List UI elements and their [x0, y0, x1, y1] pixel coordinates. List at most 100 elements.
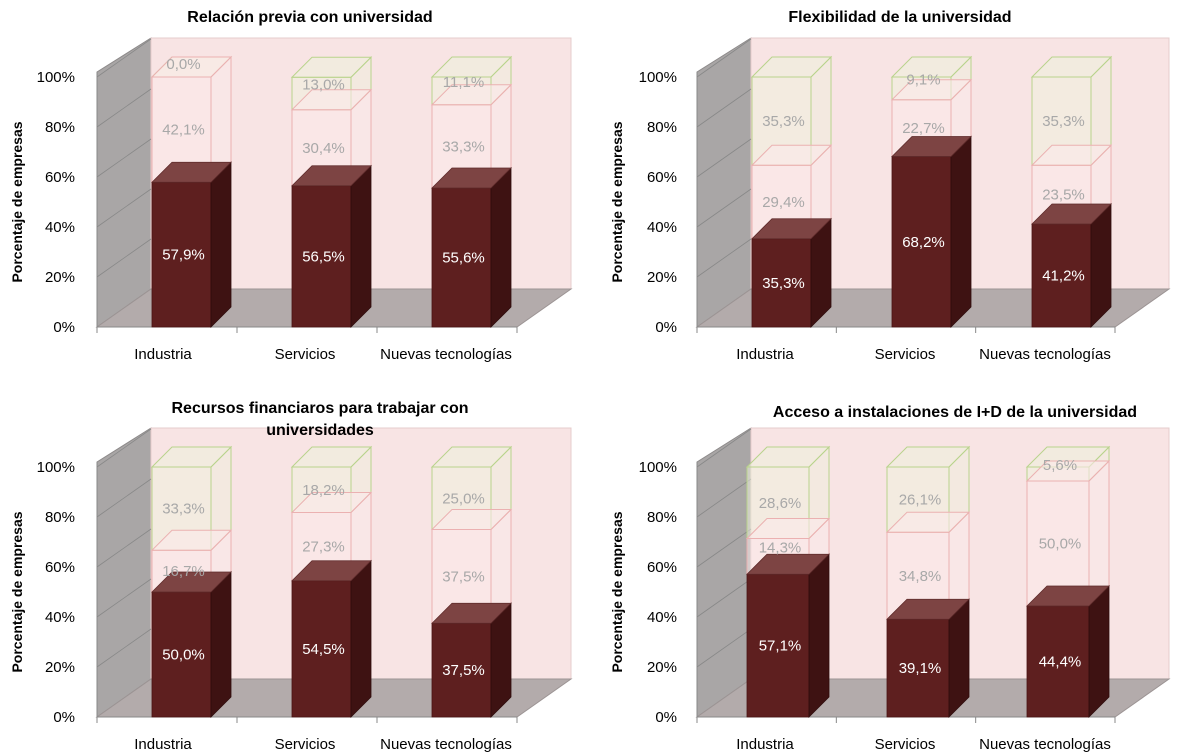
bar-segment-top [151, 161, 232, 183]
bar-stack-2: 56,5% 30,4% 13,0% [290, 56, 373, 328]
y-axis-label: Porcentaje de empresas [609, 121, 625, 282]
data-label: 57,1% [759, 638, 802, 655]
gridline [96, 238, 152, 278]
x-category-label: Nuevas tecnologías [979, 736, 1111, 753]
y-tick-label: 40% [45, 609, 75, 626]
bar-segment-top [891, 136, 972, 157]
data-label: 33,3% [442, 138, 485, 155]
y-tick-label: 100% [639, 69, 677, 86]
data-label: 25,0% [442, 490, 485, 507]
data-label: 42,1% [162, 122, 205, 139]
bar-segment-top [291, 165, 372, 187]
bar-segment-front [886, 618, 950, 718]
bar-stack-1: 57,1% 14,3% 28,6% [745, 445, 831, 718]
bar-segment-top [430, 509, 513, 530]
bar-segment-side [350, 164, 372, 328]
side-wall [696, 37, 752, 328]
y-tick-label: 60% [647, 169, 677, 186]
bar-segment-top [1026, 585, 1110, 607]
data-label: 29,4% [762, 194, 805, 211]
y-tick-label: 20% [647, 269, 677, 286]
bar-segment-top [1025, 460, 1111, 482]
gridline [696, 138, 752, 178]
y-tick-label: 40% [647, 219, 677, 236]
bar-segment-top [1031, 203, 1112, 225]
gridline [696, 428, 752, 468]
side-wall [696, 427, 752, 718]
x-category-label: Servicios [275, 736, 336, 753]
x-category-label: Nuevas tecnologías [380, 346, 512, 363]
gridline [96, 628, 152, 668]
x-category-label: Servicios [875, 736, 936, 753]
data-label: 33,3% [162, 501, 205, 518]
y-tick-label: 40% [45, 219, 75, 236]
data-label: 14,3% [759, 539, 802, 556]
bar-segment-side [350, 559, 372, 718]
y-axis-label: Porcentaje de empresas [9, 121, 25, 282]
data-label: 50,0% [1039, 536, 1082, 553]
x-category-label: Industria [736, 736, 794, 753]
data-label: 39,1% [899, 660, 942, 677]
y-tick-label: 0% [53, 319, 75, 336]
bar-segment-top [430, 446, 513, 468]
y-tick-label: 80% [45, 119, 75, 136]
gridline [696, 578, 752, 618]
data-label: 18,2% [302, 482, 345, 499]
bar-segment-side [1088, 459, 1110, 608]
chart-panel-2: 0% 20% 40% 60% 80% 100% Porcentaje de empresas… [609, 9, 1171, 363]
bar-stack-1: 50,0% 16,7% 33,3% [150, 445, 233, 718]
data-label: 13,0% [302, 77, 345, 94]
y-tick-label: 0% [655, 709, 677, 726]
data-label: 23,5% [1042, 187, 1085, 204]
bar-segment-top [290, 89, 373, 111]
y-tick-label: 100% [37, 69, 75, 86]
x-category-label: Nuevas tecnologías [979, 346, 1111, 363]
bar-segment-top [746, 553, 830, 575]
data-label: 35,3% [1042, 113, 1085, 130]
bar-segment-top [890, 56, 973, 78]
bar-segment-top [150, 446, 233, 468]
y-tick-label: 40% [647, 609, 677, 626]
bar-segment-front [1026, 605, 1090, 718]
gridline [696, 238, 752, 278]
bar-segment-front [751, 238, 812, 328]
y-tick-label: 80% [45, 509, 75, 526]
bar-stack-2: 68,2% 22,7% 9,1% [890, 55, 973, 328]
data-label: 55,6% [442, 250, 485, 267]
bar-segment-side [808, 553, 830, 718]
bar-segment-side [210, 161, 232, 328]
x-category-label: Industria [134, 346, 192, 363]
chart-title-line: Recursos financiaros para trabajar con [172, 400, 469, 417]
y-tick-label: 0% [655, 319, 677, 336]
bar-segment-top [151, 571, 232, 593]
bar-segment-front [151, 591, 212, 718]
bar-stack-1: 35,3% 29,4% 35,3% [750, 55, 833, 328]
x-category-label: Nuevas tecnologías [380, 736, 512, 753]
bar-segment-top [885, 446, 971, 468]
y-tick-label: 20% [647, 659, 677, 676]
bar-stack-3: 55,6% 33,3% 11,1% [430, 55, 513, 328]
data-label: 34,8% [899, 568, 942, 585]
data-label: 50,0% [162, 647, 205, 664]
data-label: 37,5% [442, 662, 485, 679]
chart-title: Acceso a instalaciones de I+D de la univ… [773, 404, 1137, 421]
bar-segment-top [1030, 144, 1113, 166]
bar-segment-front [291, 580, 352, 718]
bar-segment-front [291, 185, 352, 328]
chart-title: Recursos financiaros para trabajar con un… [172, 400, 469, 439]
chart-title-line: universidades [266, 422, 374, 439]
gridline [96, 528, 152, 568]
y-tick-label: 80% [647, 509, 677, 526]
bar-segment-top [885, 511, 971, 533]
bar-segment-front [1026, 480, 1090, 607]
bar-segment-top [1030, 56, 1113, 78]
y-tick-label: 100% [37, 459, 75, 476]
data-label: 9,1% [906, 71, 940, 88]
bar-segment-side [490, 167, 512, 328]
bar-segment-top [150, 56, 233, 78]
data-label: 44,4% [1039, 654, 1082, 671]
bar-segment-top [150, 529, 233, 551]
bar-stack-3: 37,5% 37,5% 25,0% [430, 445, 513, 718]
bar-segment-top [430, 56, 513, 78]
